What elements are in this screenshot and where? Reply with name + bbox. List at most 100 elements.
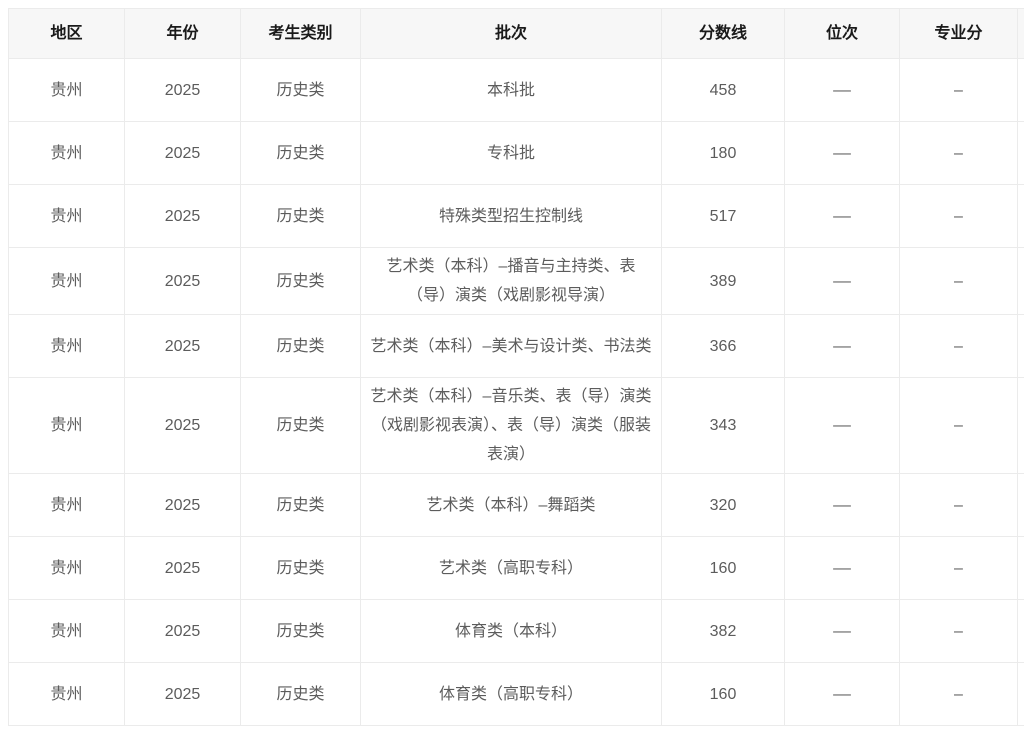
- cell-clipped: [1017, 473, 1024, 537]
- cell-score_line: 458: [661, 58, 785, 122]
- cell-year: 2025: [124, 121, 241, 185]
- cell-category: 历史类: [240, 662, 361, 726]
- cell-year: 2025: [124, 473, 241, 537]
- cell-category: 历史类: [240, 599, 361, 663]
- cell-rank: ––: [784, 536, 900, 600]
- cell-rank: ––: [784, 184, 900, 248]
- cell-score_line: 382: [661, 599, 785, 663]
- cell-major_score: –: [899, 247, 1018, 315]
- column-header-major_score: 专业分: [899, 8, 1018, 59]
- cell-major_score: –: [899, 377, 1018, 474]
- cell-year: 2025: [124, 184, 241, 248]
- cell-clipped: [1017, 247, 1024, 315]
- cell-rank: ––: [784, 314, 900, 378]
- cell-region: 贵州: [8, 314, 125, 378]
- cell-rank: ––: [784, 121, 900, 185]
- cell-major_score: –: [899, 599, 1018, 663]
- cell-clipped: [1017, 121, 1024, 185]
- cell-category: 历史类: [240, 184, 361, 248]
- cell-region: 贵州: [8, 473, 125, 537]
- cell-region: 贵州: [8, 662, 125, 726]
- cell-year: 2025: [124, 58, 241, 122]
- cell-batch: 体育类（高职专科）: [360, 662, 662, 726]
- cell-batch: 艺术类（高职专科）: [360, 536, 662, 600]
- cell-major_score: –: [899, 121, 1018, 185]
- table-row: 贵州 2025 历史类 特殊类型招生控制线 517 –– –: [8, 184, 1024, 248]
- cell-score_line: 320: [661, 473, 785, 537]
- table-row: 贵州 2025 历史类 本科批 458 –– –: [8, 58, 1024, 122]
- cell-clipped: [1017, 184, 1024, 248]
- table-row: 贵州 2025 历史类 体育类（本科） 382 –– –: [8, 599, 1024, 663]
- cell-region: 贵州: [8, 58, 125, 122]
- cell-batch: 体育类（本科）: [360, 599, 662, 663]
- cell-year: 2025: [124, 536, 241, 600]
- cell-major_score: –: [899, 473, 1018, 537]
- cell-score_line: 180: [661, 121, 785, 185]
- cell-category: 历史类: [240, 473, 361, 537]
- cell-batch: 本科批: [360, 58, 662, 122]
- table-row: 贵州 2025 历史类 艺术类（本科）–音乐类、表（导）演类（戏剧影视表演）、表（导）…: [8, 377, 1024, 474]
- column-header-category: 考生类别: [240, 8, 361, 59]
- cell-region: 贵州: [8, 599, 125, 663]
- cell-rank: ––: [784, 662, 900, 726]
- cell-clipped: [1017, 536, 1024, 600]
- column-header-year: 年份: [124, 8, 241, 59]
- cell-rank: ––: [784, 247, 900, 315]
- cell-major_score: –: [899, 314, 1018, 378]
- column-header-region: 地区: [8, 8, 125, 59]
- cell-clipped: [1017, 314, 1024, 378]
- cell-year: 2025: [124, 377, 241, 474]
- cell-category: 历史类: [240, 536, 361, 600]
- column-header-rank: 位次: [784, 8, 900, 59]
- table-row: 贵州 2025 历史类 艺术类（本科）–美术与设计类、书法类 366 –– –: [8, 314, 1024, 378]
- table-row: 贵州 2025 历史类 艺术类（本科）–播音与主持类、表（导）演类（戏剧影视导演） 38…: [8, 247, 1024, 315]
- cell-batch: 专科批: [360, 121, 662, 185]
- cell-region: 贵州: [8, 247, 125, 315]
- cell-score_line: 160: [661, 662, 785, 726]
- cell-region: 贵州: [8, 536, 125, 600]
- cell-score_line: 343: [661, 377, 785, 474]
- cell-region: 贵州: [8, 184, 125, 248]
- cell-region: 贵州: [8, 121, 125, 185]
- cell-year: 2025: [124, 599, 241, 663]
- admission-score-table: 地区 年份 考生类别 批次 分数线 位次 专业分 贵州 2025 历史类 本科批 458 –– – 贵州 2…: [8, 8, 1024, 726]
- cell-batch: 艺术类（本科）–播音与主持类、表（导）演类（戏剧影视导演）: [360, 247, 662, 315]
- cell-score_line: 366: [661, 314, 785, 378]
- header-row: 地区 年份 考生类别 批次 分数线 位次 专业分: [8, 8, 1024, 59]
- table-row: 贵州 2025 历史类 体育类（高职专科） 160 –– –: [8, 662, 1024, 726]
- cell-major_score: –: [899, 184, 1018, 248]
- cell-year: 2025: [124, 247, 241, 315]
- cell-category: 历史类: [240, 377, 361, 474]
- cell-year: 2025: [124, 662, 241, 726]
- cell-rank: ––: [784, 473, 900, 537]
- cell-category: 历史类: [240, 314, 361, 378]
- cell-batch: 艺术类（本科）–音乐类、表（导）演类（戏剧影视表演）、表（导）演类（服装表演）: [360, 377, 662, 474]
- cell-year: 2025: [124, 314, 241, 378]
- cell-major_score: –: [899, 536, 1018, 600]
- cell-clipped: [1017, 58, 1024, 122]
- cell-category: 历史类: [240, 58, 361, 122]
- score-table-wrapper: 地区 年份 考生类别 批次 分数线 位次 专业分 贵州 2025 历史类 本科批 458 –– – 贵州 2…: [8, 8, 1024, 726]
- cell-clipped: [1017, 662, 1024, 726]
- table-row: 贵州 2025 历史类 艺术类（本科）–舞蹈类 320 –– –: [8, 473, 1024, 537]
- cell-batch: 特殊类型招生控制线: [360, 184, 662, 248]
- table-row: 贵州 2025 历史类 艺术类（高职专科） 160 –– –: [8, 536, 1024, 600]
- table-body: 贵州 2025 历史类 本科批 458 –– – 贵州 2025 历史类 专科批 180 –– – 贵州 20…: [8, 58, 1024, 726]
- table-row: 贵州 2025 历史类 专科批 180 –– –: [8, 121, 1024, 185]
- cell-batch: 艺术类（本科）–美术与设计类、书法类: [360, 314, 662, 378]
- column-header-batch: 批次: [360, 8, 662, 59]
- cell-category: 历史类: [240, 247, 361, 315]
- cell-clipped: [1017, 377, 1024, 474]
- cell-region: 贵州: [8, 377, 125, 474]
- cell-score_line: 389: [661, 247, 785, 315]
- cell-score_line: 517: [661, 184, 785, 248]
- cell-rank: ––: [784, 58, 900, 122]
- cell-clipped: [1017, 599, 1024, 663]
- cell-batch: 艺术类（本科）–舞蹈类: [360, 473, 662, 537]
- column-header-score_line: 分数线: [661, 8, 785, 59]
- cell-category: 历史类: [240, 121, 361, 185]
- cell-rank: ––: [784, 377, 900, 474]
- cell-major_score: –: [899, 662, 1018, 726]
- cell-score_line: 160: [661, 536, 785, 600]
